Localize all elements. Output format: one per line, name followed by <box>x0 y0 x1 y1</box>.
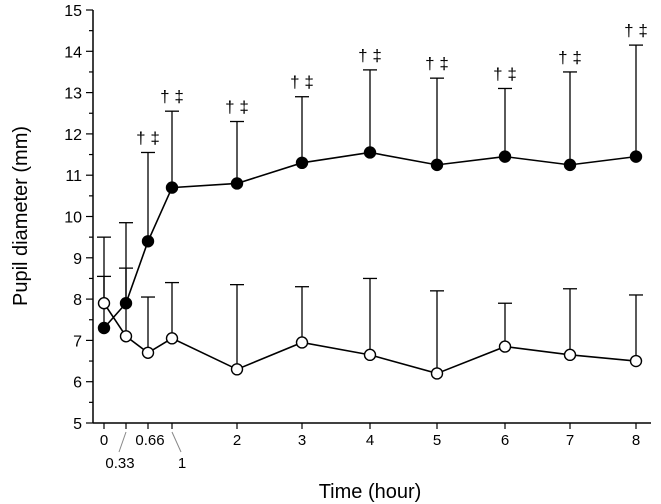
x-tick-label: 4 <box>366 432 374 449</box>
x-label-leader <box>118 431 127 453</box>
data-point-open <box>363 348 377 362</box>
y-tick-label: 11 <box>65 168 82 185</box>
x-tick-label: 7 <box>566 432 574 449</box>
data-point-filled <box>563 158 577 172</box>
data-point-open <box>230 363 244 376</box>
significance-annotation: † ‡ <box>558 48 582 67</box>
x-tick-label: 0.33 <box>105 455 134 472</box>
data-point-open <box>141 346 155 359</box>
y-tick-label: 6 <box>73 375 82 392</box>
significance-annotation: † ‡ <box>493 64 517 83</box>
data-point-open <box>629 354 643 368</box>
significance-annotation: † ‡ <box>290 73 314 92</box>
x-tick-label: 3 <box>298 432 306 449</box>
y-tick-label: 14 <box>64 44 82 61</box>
data-point-filled <box>141 235 155 248</box>
x-tick-label: 2 <box>233 432 241 449</box>
x-tick-label: 6 <box>501 432 509 449</box>
x-tick-label: 1 <box>178 455 186 472</box>
y-tick-label: 13 <box>64 86 82 103</box>
data-point-open <box>97 297 111 310</box>
data-point-open <box>119 330 133 343</box>
data-point-open <box>165 332 179 345</box>
data-point-filled <box>363 146 377 159</box>
x-tick-label: 0 <box>100 432 108 449</box>
data-point-filled <box>165 181 179 194</box>
significance-annotation: † ‡ <box>624 21 648 40</box>
data-point-filled <box>629 150 643 163</box>
data-point-filled <box>97 321 111 335</box>
significance-annotation: † ‡ <box>225 98 249 117</box>
y-tick-label: 5 <box>73 416 82 433</box>
data-point-filled <box>498 150 512 163</box>
data-point-open <box>295 336 309 349</box>
y-tick-label: 8 <box>73 292 82 309</box>
y-tick-label: 7 <box>73 333 82 350</box>
x-axis-title: Time (hour) <box>319 481 422 503</box>
x-tick-label: 5 <box>433 432 441 449</box>
x-tick-label: 8 <box>632 432 640 449</box>
data-point-open <box>498 340 512 353</box>
data-point-open <box>563 348 577 362</box>
significance-annotation: † ‡ <box>358 46 382 65</box>
data-point-filled <box>119 297 133 310</box>
data-point-filled <box>295 156 309 170</box>
significance-annotation: † ‡ <box>136 128 160 147</box>
data-point-open <box>430 367 444 380</box>
y-tick-label: 15 <box>64 3 82 20</box>
y-tick-label: 9 <box>73 251 82 268</box>
significance-annotation: † ‡ <box>160 87 184 106</box>
data-point-filled <box>430 158 444 172</box>
significance-annotation: † ‡ <box>425 54 449 73</box>
x-label-leader <box>171 431 182 453</box>
y-tick-label: 12 <box>64 127 82 144</box>
y-axis-title: Pupil diameter (mm) <box>10 126 32 306</box>
y-tick-label: 10 <box>64 210 82 227</box>
data-point-filled <box>230 177 244 190</box>
x-tick-label: 0.66 <box>135 432 164 449</box>
